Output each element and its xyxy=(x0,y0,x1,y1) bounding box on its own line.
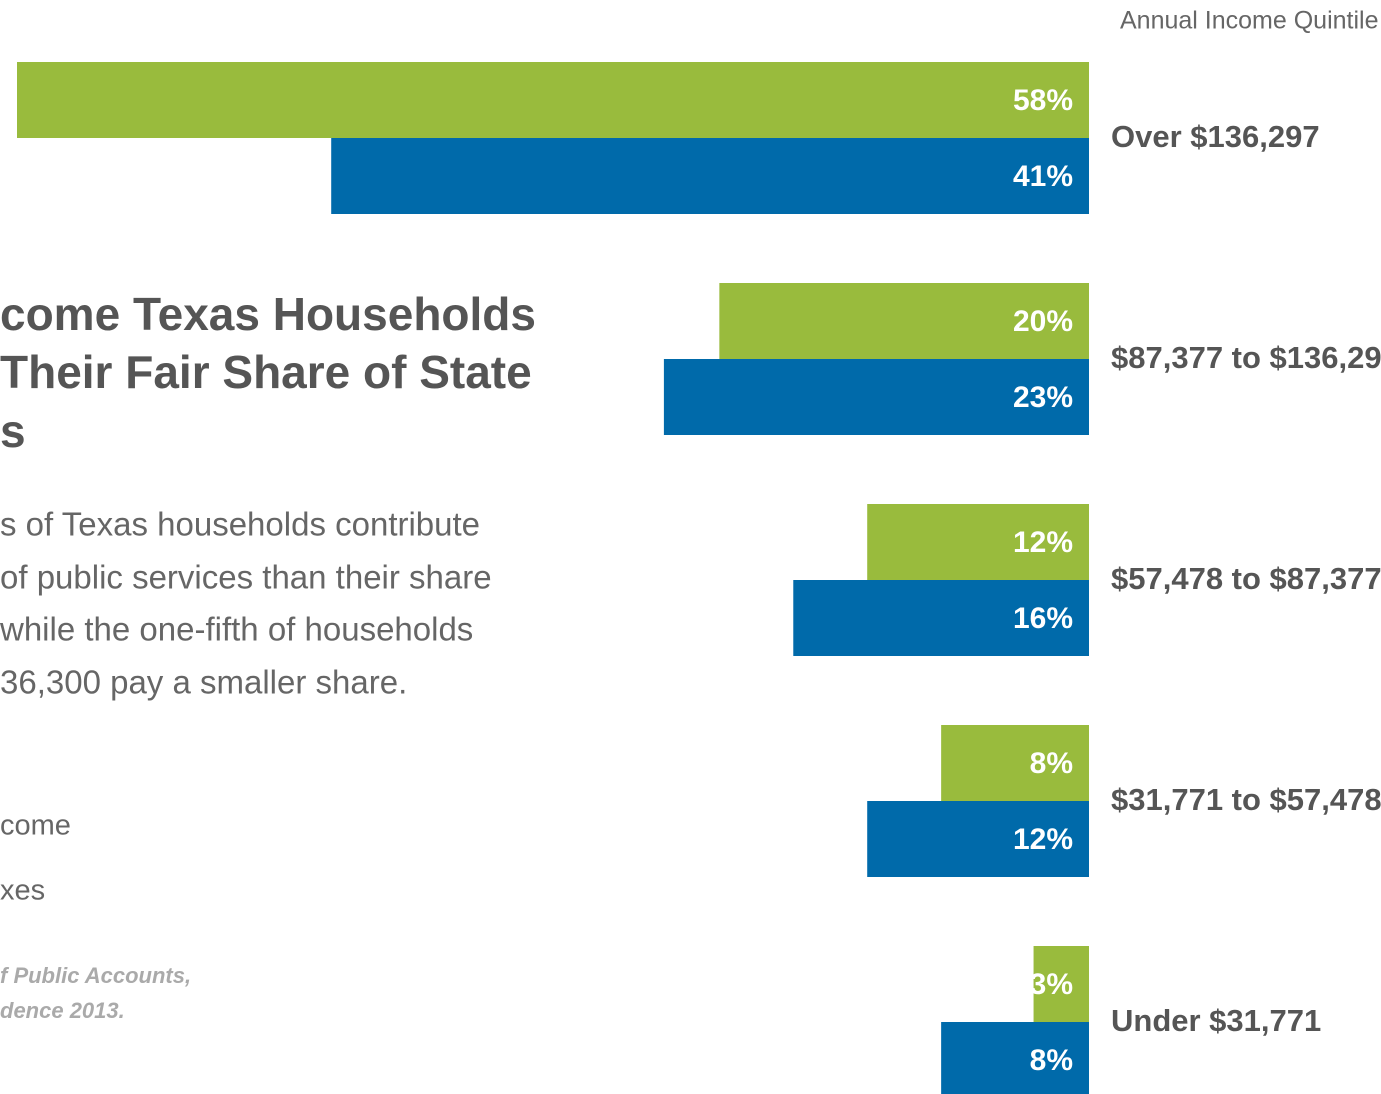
title-line: s xyxy=(0,405,26,457)
legend-entry: come xyxy=(0,810,71,842)
category-label: $31,771 to $57,478 xyxy=(1111,782,1381,817)
category-label: Under $31,771 xyxy=(1111,1003,1321,1038)
bar xyxy=(331,138,1089,214)
value-label: 58% xyxy=(1013,84,1073,117)
value-label: 41% xyxy=(1013,160,1073,193)
bar xyxy=(867,801,1089,877)
value-label: 20% xyxy=(1013,305,1073,338)
bar xyxy=(1033,946,1089,1022)
bar xyxy=(941,725,1089,801)
bar xyxy=(867,504,1089,580)
title-line: come Texas Households xyxy=(0,288,536,340)
source-line: dence 2013. xyxy=(0,998,125,1023)
body-line: s of Texas households contribute xyxy=(0,506,480,543)
body-line: while the one-fifth of households xyxy=(0,611,473,648)
value-label: 3% xyxy=(1030,968,1073,1001)
value-label: 12% xyxy=(1013,526,1073,559)
value-label: 8% xyxy=(1030,1044,1073,1077)
bar xyxy=(17,62,1089,138)
bar xyxy=(719,283,1089,359)
body-line: 36,300 pay a smaller share. xyxy=(0,664,407,701)
category-label: Over $136,297 xyxy=(1111,119,1320,154)
category-axis-label: Annual Income Quintile xyxy=(1120,7,1378,35)
value-label: 12% xyxy=(1013,823,1073,856)
category-label: $57,478 to $87,377 xyxy=(1111,561,1381,596)
legend-entry: xes xyxy=(0,875,45,907)
title-line: Their Fair Share of State xyxy=(0,346,532,398)
bar xyxy=(793,580,1089,656)
category-label: $87,377 to $136,297 xyxy=(1111,340,1381,375)
source-line: f Public Accounts, xyxy=(0,963,191,988)
bar xyxy=(663,359,1089,435)
value-label: 23% xyxy=(1013,381,1073,414)
body-line: of public services than their share xyxy=(0,559,492,596)
bar xyxy=(941,1022,1089,1094)
value-label: 8% xyxy=(1030,747,1073,780)
value-label: 16% xyxy=(1013,602,1073,635)
